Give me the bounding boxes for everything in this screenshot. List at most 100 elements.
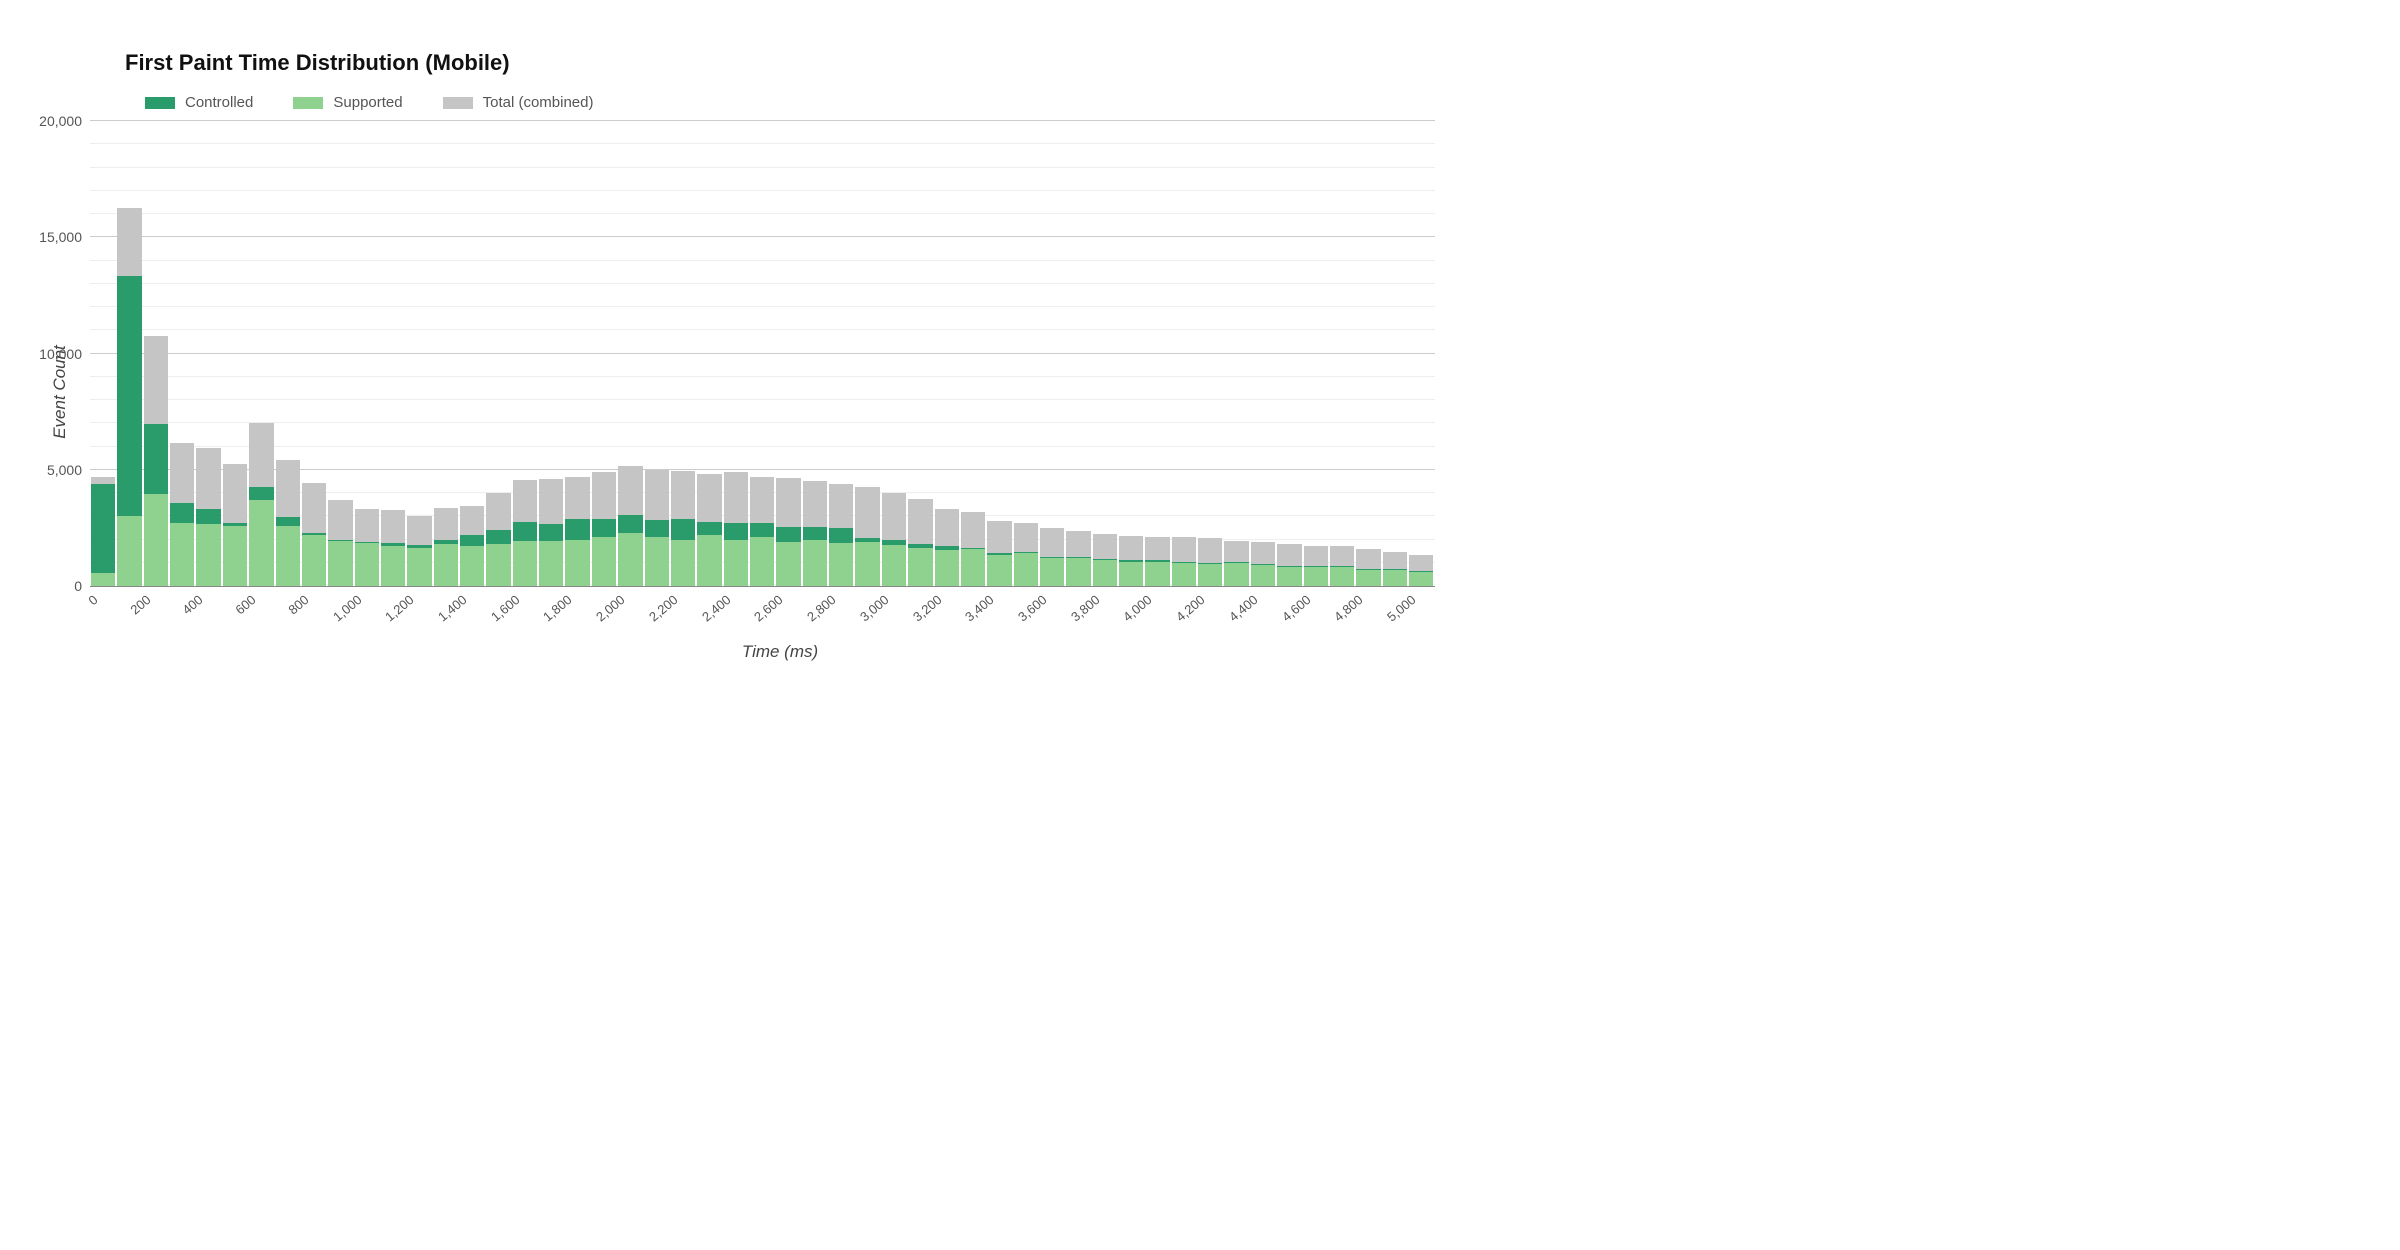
bar-seg-supported bbox=[328, 541, 352, 586]
x-tick-label: 3,800 bbox=[1068, 592, 1103, 624]
bar-stack bbox=[881, 121, 907, 586]
x-tick-label: 4,200 bbox=[1173, 592, 1208, 624]
bar: 4,600 bbox=[1303, 121, 1329, 586]
bar-stack bbox=[1065, 121, 1091, 586]
bar: 800 bbox=[301, 121, 327, 586]
bar-stack bbox=[538, 121, 564, 586]
bar: 3,600 bbox=[1039, 121, 1065, 586]
bar: 400 bbox=[195, 121, 221, 586]
bar-seg-supported bbox=[1356, 570, 1380, 586]
bar-seg-supported bbox=[144, 494, 168, 586]
bar: 2,000 bbox=[617, 121, 643, 586]
bar-seg-supported bbox=[1198, 564, 1222, 586]
bar bbox=[696, 121, 722, 586]
bar: 3,000 bbox=[881, 121, 907, 586]
bar-stack bbox=[275, 121, 301, 586]
bar-stack bbox=[301, 121, 327, 586]
bar-seg-supported bbox=[671, 540, 695, 587]
bar-stack bbox=[670, 121, 696, 586]
bar bbox=[538, 121, 564, 586]
bar-seg-supported bbox=[1066, 558, 1090, 586]
x-tick-label: 2,600 bbox=[751, 592, 786, 624]
bar bbox=[907, 121, 933, 586]
bar bbox=[1382, 121, 1408, 586]
bar-stack bbox=[986, 121, 1012, 586]
bar: 1,200 bbox=[406, 121, 432, 586]
bar-stack bbox=[327, 121, 353, 586]
bar-stack bbox=[934, 121, 960, 586]
bar-seg-supported bbox=[724, 540, 748, 587]
x-tick-label: 4,000 bbox=[1120, 592, 1155, 624]
bar: 1,000 bbox=[354, 121, 380, 586]
bar-seg-supported bbox=[882, 545, 906, 586]
bar-stack bbox=[1171, 121, 1197, 586]
bar-stack bbox=[564, 121, 590, 586]
bar-seg-supported bbox=[592, 537, 616, 586]
x-tick-label: 4,600 bbox=[1279, 592, 1314, 624]
bar-stack bbox=[1039, 121, 1065, 586]
x-tick-label: 1,800 bbox=[541, 592, 576, 624]
bar: 4,000 bbox=[1144, 121, 1170, 586]
x-tick-label: 4,400 bbox=[1226, 592, 1261, 624]
bar-seg-supported bbox=[987, 555, 1011, 586]
y-tick-label: 20,000 bbox=[39, 113, 82, 129]
bar-seg-supported bbox=[618, 533, 642, 586]
bar-stack bbox=[90, 121, 116, 586]
y-tick-label: 0 bbox=[74, 578, 82, 594]
bar-seg-supported bbox=[434, 544, 458, 586]
bar-seg-supported bbox=[381, 546, 405, 586]
bar-stack bbox=[433, 121, 459, 586]
legend-swatch bbox=[145, 97, 175, 109]
bar-seg-supported bbox=[117, 516, 141, 586]
bar bbox=[380, 121, 406, 586]
bar-seg-supported bbox=[1093, 560, 1117, 586]
x-tick-label: 2,200 bbox=[646, 592, 681, 624]
bar-seg-supported bbox=[1409, 572, 1433, 586]
bar-stack bbox=[222, 121, 248, 586]
bar: 4,800 bbox=[1355, 121, 1381, 586]
bar bbox=[802, 121, 828, 586]
bar-seg-supported bbox=[645, 537, 669, 586]
y-tick-label: 5,000 bbox=[47, 462, 82, 478]
legend: ControlledSupportedTotal (combined) bbox=[145, 94, 1470, 111]
x-tick-label: 2,800 bbox=[804, 592, 839, 624]
bar-seg-supported bbox=[697, 535, 721, 586]
bar: 1,400 bbox=[459, 121, 485, 586]
x-tick-label: 3,200 bbox=[910, 592, 945, 624]
bar-seg-supported bbox=[750, 537, 774, 586]
bar bbox=[854, 121, 880, 586]
bar-seg-supported bbox=[1040, 558, 1064, 586]
bar-seg-supported bbox=[1304, 567, 1328, 586]
legend-label: Controlled bbox=[185, 94, 253, 111]
bar-stack bbox=[169, 121, 195, 586]
bar-stack bbox=[248, 121, 274, 586]
chart-container: First Paint Time Distribution (Mobile) C… bbox=[0, 0, 1500, 780]
bar bbox=[1013, 121, 1039, 586]
bar-seg-supported bbox=[460, 546, 484, 586]
bar-stack bbox=[1250, 121, 1276, 586]
bar-stack bbox=[696, 121, 722, 586]
bar-stack bbox=[723, 121, 749, 586]
bar: 3,400 bbox=[986, 121, 1012, 586]
bar bbox=[169, 121, 195, 586]
bar bbox=[116, 121, 142, 586]
bar-stack bbox=[1197, 121, 1223, 586]
bar-seg-supported bbox=[855, 542, 879, 586]
x-tick-label: 5,000 bbox=[1384, 592, 1419, 624]
bar-stack bbox=[907, 121, 933, 586]
bar bbox=[485, 121, 511, 586]
bar bbox=[749, 121, 775, 586]
bar-seg-supported bbox=[935, 550, 959, 586]
bar-stack bbox=[1408, 121, 1434, 586]
bar: 3,200 bbox=[934, 121, 960, 586]
x-tick-label: 4,800 bbox=[1331, 592, 1366, 624]
legend-label: Supported bbox=[333, 94, 402, 111]
bar bbox=[644, 121, 670, 586]
legend-item: Supported bbox=[293, 94, 402, 111]
bar-stack bbox=[591, 121, 617, 586]
bar bbox=[591, 121, 617, 586]
bar: 4,200 bbox=[1197, 121, 1223, 586]
x-tick-label: 400 bbox=[180, 592, 206, 617]
bar bbox=[1118, 121, 1144, 586]
bar-stack bbox=[960, 121, 986, 586]
